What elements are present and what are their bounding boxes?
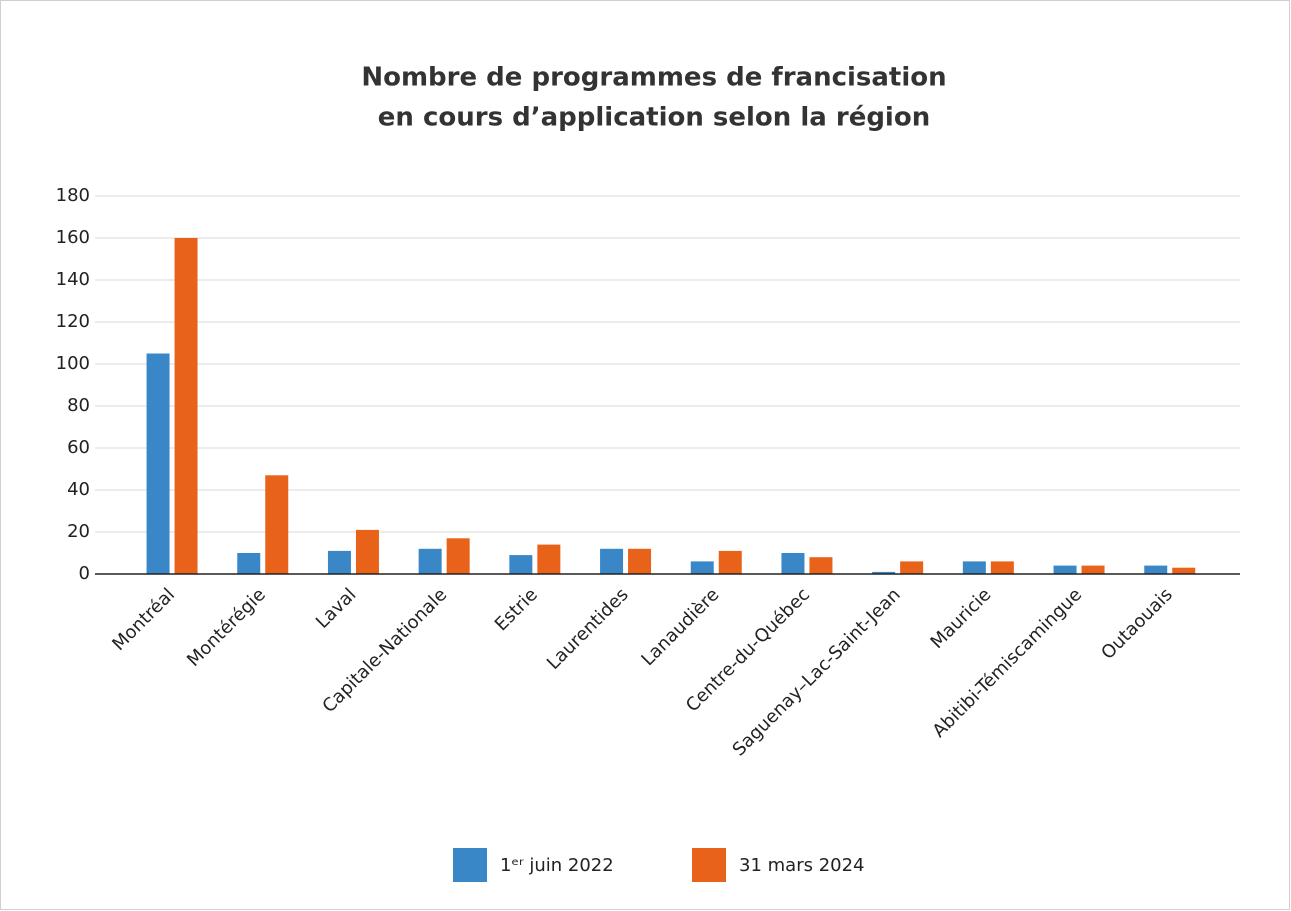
bar	[1172, 567, 1196, 574]
bar	[718, 550, 742, 574]
bar	[900, 561, 924, 574]
legend-swatch	[692, 848, 726, 882]
bar	[690, 561, 714, 574]
bar	[872, 571, 896, 574]
y-tick-label: 60	[67, 437, 90, 458]
bar	[237, 553, 261, 574]
bar	[781, 553, 805, 574]
y-tick-label: 40	[67, 479, 90, 500]
y-tick-label: 20	[67, 521, 90, 542]
legend-swatch	[453, 848, 487, 882]
bar	[446, 538, 470, 574]
y-tick-label: 160	[56, 227, 90, 248]
bar	[537, 544, 561, 574]
bar	[1081, 565, 1105, 574]
bar	[809, 557, 833, 574]
y-tick-label: 0	[79, 563, 90, 584]
legend-label: 31 mars 2024	[739, 855, 865, 876]
bar	[146, 353, 170, 574]
bar	[628, 548, 652, 574]
bar	[962, 561, 986, 574]
bar	[1144, 565, 1168, 574]
bar	[174, 238, 198, 574]
chart-title: Nombre de programmes de francisation	[361, 63, 946, 93]
bar	[265, 475, 289, 574]
chart-title: en cours d’application selon la région	[378, 103, 930, 133]
bar	[327, 550, 351, 574]
bar	[509, 555, 533, 574]
bar	[990, 561, 1014, 574]
y-tick-label: 180	[56, 185, 90, 206]
legend-label: 1ᵉʳ juin 2022	[500, 855, 614, 876]
bar	[418, 548, 442, 574]
y-tick-label: 140	[56, 269, 90, 290]
y-tick-label: 100	[56, 353, 90, 374]
y-tick-label: 80	[67, 395, 90, 416]
y-tick-label: 120	[56, 311, 90, 332]
bar	[355, 529, 379, 574]
bar	[1053, 565, 1077, 574]
bar	[600, 548, 624, 574]
